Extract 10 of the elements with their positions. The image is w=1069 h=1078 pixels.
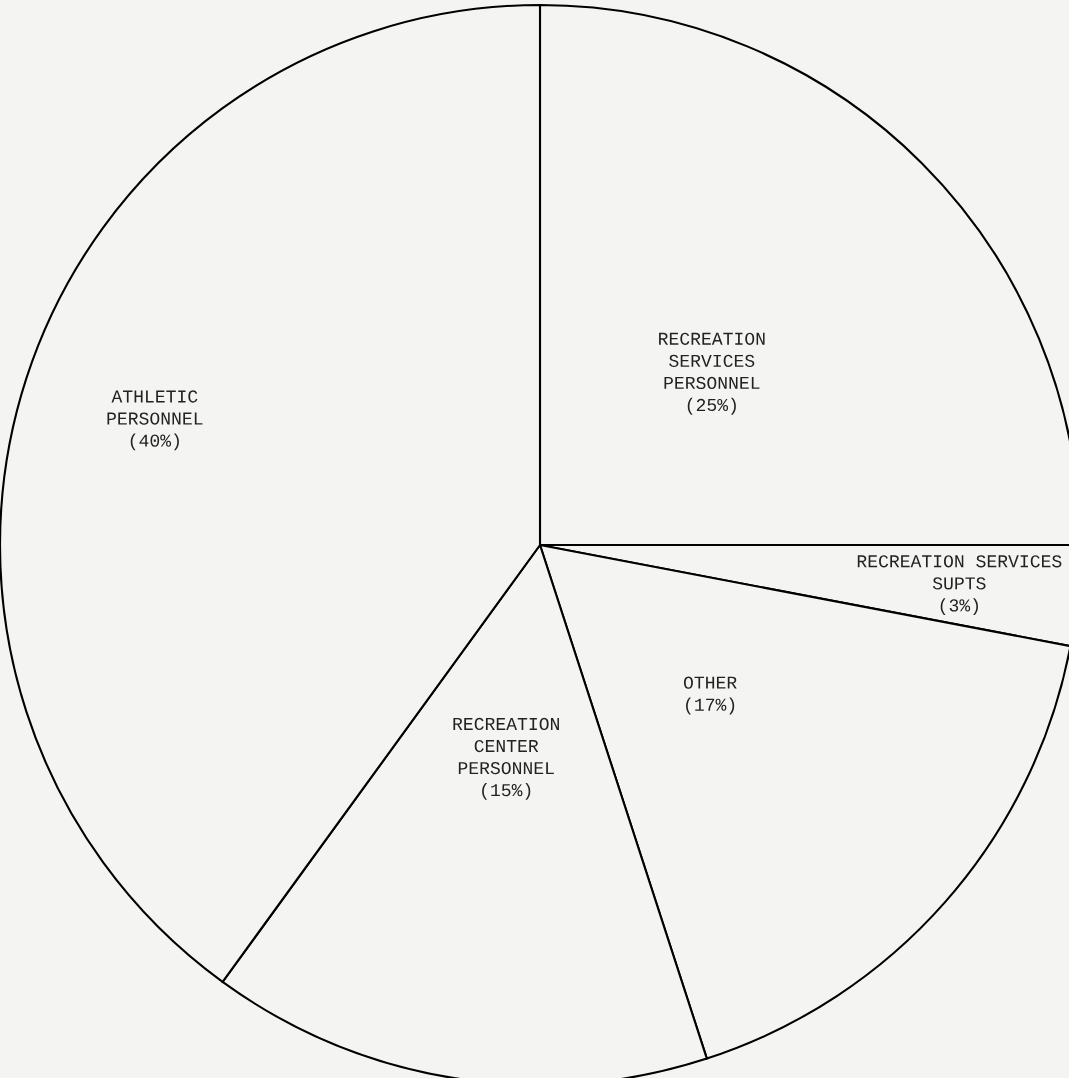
- data-label: (17%): [686, 697, 735, 715]
- slice-label: RECREATION SERVICES SUPTS: [857, 555, 1062, 590]
- data-label: (40%): [130, 433, 179, 451]
- data-label: (25%): [687, 397, 736, 415]
- slice-label: OTHER: [683, 676, 737, 689]
- slice-label: RECREATION CENTER PERSONNEL: [453, 717, 559, 775]
- data-label: (15%): [482, 783, 531, 800]
- slice-label: RECREATION SERVICES PERSONNEL: [659, 332, 765, 390]
- slice-label: ATHLETIC PERSONNEL: [107, 390, 203, 425]
- data-label: (3%): [940, 598, 978, 616]
